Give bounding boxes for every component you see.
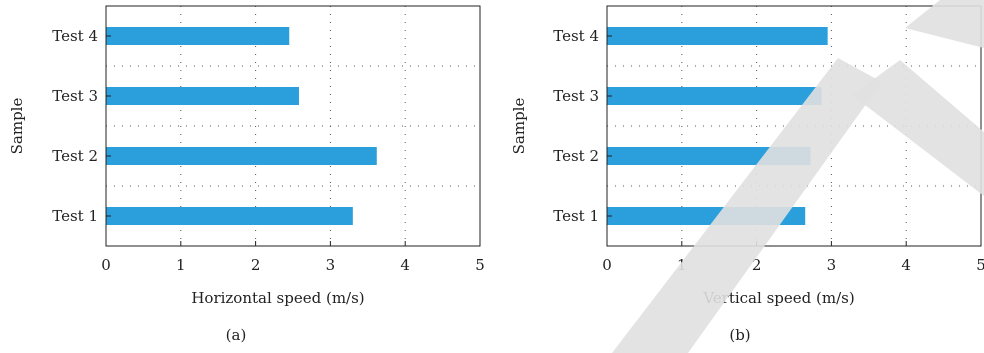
- bar-4: [607, 27, 828, 45]
- panel-label: (b): [729, 326, 750, 344]
- xtick-label: 1: [176, 256, 186, 274]
- xtick-label: 2: [251, 256, 261, 274]
- ytick-label-3: Test 3: [553, 87, 599, 105]
- xtick-label: 4: [400, 256, 410, 274]
- xtick-label: 0: [101, 256, 111, 274]
- bar-4: [106, 27, 290, 45]
- plot-frame: [606, 5, 982, 247]
- watermark-logo: [612, 0, 984, 353]
- watermark-stroke-3: [905, 0, 984, 48]
- ytick-label-4: Test 4: [52, 27, 98, 45]
- ytick-label-2: Test 2: [553, 147, 599, 165]
- bar-3: [607, 87, 822, 105]
- ytick-label-1: Test 1: [553, 207, 599, 225]
- bar-1: [106, 207, 353, 225]
- watermark-stroke-2: [852, 60, 984, 196]
- xtick-label: 5: [475, 256, 485, 274]
- xtick-label: 4: [901, 256, 911, 274]
- ytick-label-4: Test 4: [553, 27, 599, 45]
- xtick-label: 2: [752, 256, 762, 274]
- ytick-label-3: Test 3: [52, 87, 98, 105]
- watermark-stroke-1: [612, 58, 882, 353]
- panel-label: (a): [226, 326, 247, 344]
- ytick-label-2: Test 2: [52, 147, 98, 165]
- chart-a: Test 1 Test 2 Test 3 Test 4 0 1 2 3 4 5 Horizontal…: [8, 5, 485, 344]
- y-axis-title: Sample: [510, 98, 528, 155]
- y-axis-title: Sample: [8, 98, 26, 155]
- plot-frame: [105, 5, 481, 247]
- xtick-label: 3: [827, 256, 837, 274]
- bar-2: [106, 147, 377, 165]
- xtick-label: 0: [602, 256, 612, 274]
- x-axis-title: Vertical speed (m/s): [702, 289, 854, 307]
- x-axis-title: Horizontal speed (m/s): [191, 289, 364, 307]
- xtick-label: 5: [976, 256, 984, 274]
- bar-3: [106, 87, 299, 105]
- ytick-label-1: Test 1: [52, 207, 98, 225]
- xtick-label: 3: [326, 256, 336, 274]
